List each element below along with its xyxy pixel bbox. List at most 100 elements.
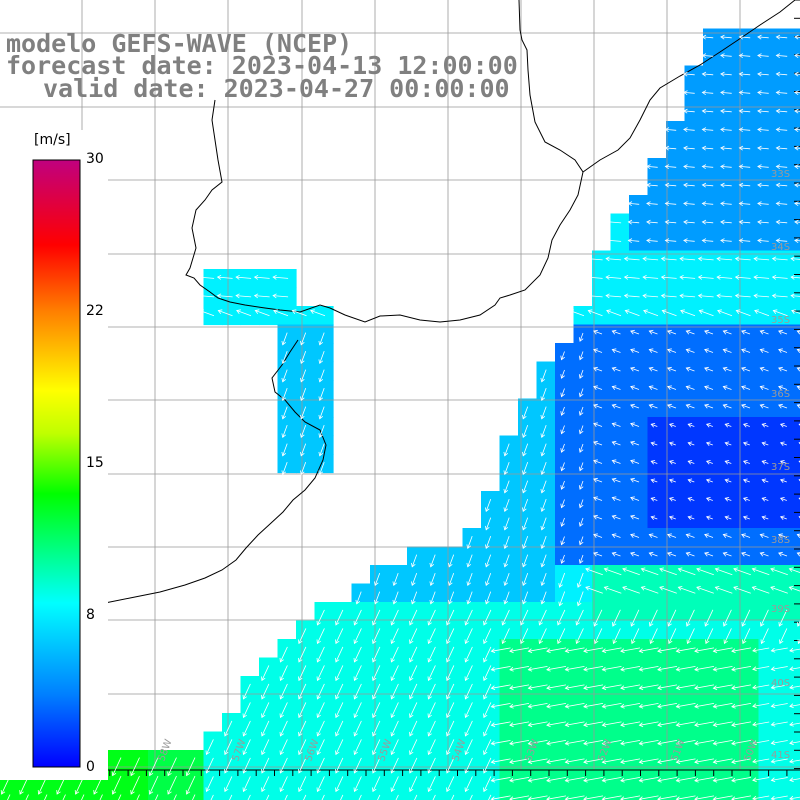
wind-arrow [761,628,769,644]
wind-arrow [776,36,788,39]
wind-arrowhead [741,551,746,557]
wind-arrow [192,794,196,800]
wind-arrowhead [701,71,707,77]
wind-arrowhead [624,309,630,314]
wind-arrowhead [335,657,340,663]
wind-arrow [639,647,659,652]
wind-arrowhead [427,731,432,737]
wind-arrow [757,73,769,76]
wind-arrow [522,572,529,586]
wind-arrow [411,572,418,586]
wind-arrowhead [483,676,488,682]
wind-arrow [7,794,11,800]
wind-arrowhead [742,423,748,428]
wind-arrow [317,628,325,644]
wind-cell [74,787,94,800]
wind-arrowhead [646,201,651,207]
wind-arrowhead [775,71,781,77]
wind-arrowhead [281,433,287,439]
wind-arrow [317,757,325,774]
wind-arrowhead [279,768,284,774]
wind-arrow [319,350,325,364]
wind-arrowhead [540,581,546,587]
wind-arrowhead [522,599,527,605]
wind-arrow [319,424,325,438]
wind-arrowhead [546,777,551,783]
wind-arrowhead [794,34,799,40]
wind-arrowhead [779,478,785,484]
wind-arrow [757,36,769,39]
wind-arrowhead [683,145,688,151]
wind-arrow [579,499,584,508]
wind-arrowhead [557,620,562,626]
wind-arrowhead [790,274,795,280]
wind-arrow [676,703,696,708]
wind-arrow [612,386,621,390]
wind-arrowhead [685,551,691,557]
wind-arrow [794,110,800,112]
wind-cell [573,361,593,381]
wind-arrowhead [578,374,584,379]
wind-arrow [280,776,288,792]
wind-arrowhead [593,403,598,409]
wind-arrowhead [490,648,496,654]
wind-arrow [688,497,695,501]
wind-cell [740,602,760,622]
wind-arrowhead [741,385,746,390]
wind-arrow [702,73,714,76]
wind-arrowhead [738,34,744,40]
wind-cell [795,491,800,511]
wind-arrowhead [650,441,656,447]
wind-arrow [739,166,751,168]
wind-arrow [789,759,800,763]
wind-arrowhead [464,750,469,756]
wind-arrowhead [685,366,691,372]
wind-arrowhead [261,713,266,719]
wind-arrow [639,684,659,689]
wind-arrowhead [185,771,191,777]
wind-arrowhead [775,90,781,96]
wind-arrowhead [722,403,728,409]
wind-cell [573,398,593,418]
wind-arrowhead [648,348,654,353]
wind-arrow [702,147,714,150]
wind-arrow [565,703,585,708]
wind-arrow [112,757,122,776]
wind-arrowhead [770,777,776,783]
wind-arrow [602,684,622,689]
wind-arrow [541,424,547,438]
wind-arrowhead [409,657,414,663]
wind-arrowhead [668,478,674,484]
wind-arrow [683,73,695,76]
wind-arrowhead [427,787,432,793]
wind-arrow [411,591,418,604]
wind-arrow [509,740,530,745]
wind-arrowhead [300,433,305,439]
wind-arrowhead [685,348,691,353]
wind-arrowhead [199,309,204,314]
wind-arrow [354,739,362,755]
wind-arrowhead [242,731,247,737]
wind-arrowhead [372,657,377,663]
wind-arrowhead [772,309,778,314]
wind-arrowhead [601,777,607,783]
wind-arrow [393,572,399,586]
wind-arrowhead [761,515,767,521]
wind-arrowhead [797,622,800,627]
wind-arrow [612,423,621,427]
wind-arrowhead [353,694,358,700]
wind-arrow [522,406,529,419]
wind-arrow [669,497,676,501]
wind-arrow [335,609,344,626]
wind-arrowhead [429,599,435,605]
wind-arrowhead [720,34,725,40]
wind-arrow [630,386,640,390]
wind-arrow [509,684,530,689]
wind-arrow [620,795,641,800]
wind-arrow [772,276,788,279]
wind-arrowhead [704,533,709,538]
wind-arrowhead [770,740,776,746]
wind-arrow [630,497,640,501]
wind-arrowhead [298,768,303,774]
wind-arrow [282,443,288,456]
